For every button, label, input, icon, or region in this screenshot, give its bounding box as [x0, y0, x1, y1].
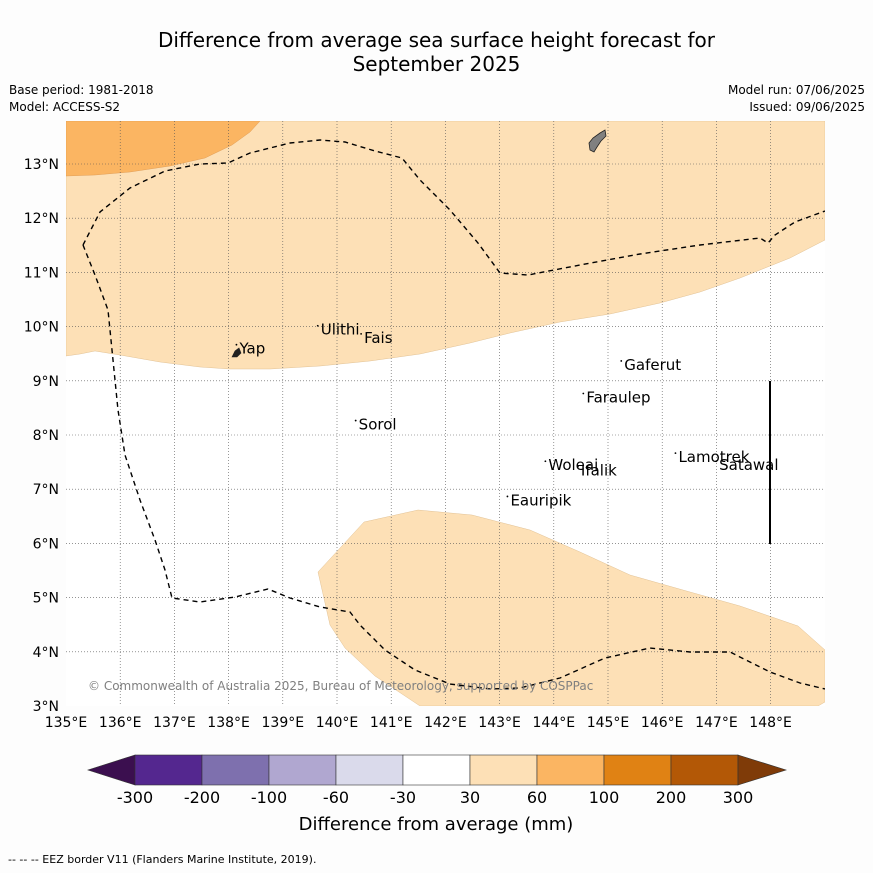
lon-tick-label: 144°E [533, 715, 576, 731]
place-marker [235, 343, 238, 346]
yap-island [231, 347, 242, 358]
lon-tick-label: 141°E [370, 715, 413, 731]
colorbar-tick-label: -200 [184, 788, 220, 807]
colorbar-tick-label: 30 [460, 788, 480, 807]
colorbar-tick-label: 300 [723, 788, 754, 807]
place-labels: Yap Ulithi Fais Sorol Gaferut Faraulep WoleaiI… [235, 321, 779, 509]
lon-tick-label: 143°E [478, 715, 521, 731]
chart-title-line1: Difference from average sea surface heig… [157, 28, 716, 52]
colorbar-segment [134, 754, 203, 786]
colorbar-tick-label: -60 [323, 788, 349, 807]
gridlines [66, 121, 825, 706]
lat-tick-label: 9°N [33, 374, 59, 390]
colorbar-arrow-high [737, 754, 788, 786]
colorbar-segment [603, 754, 672, 786]
place-label: Lamotrek [678, 448, 749, 466]
place-marker [582, 392, 585, 395]
eez-border-west [82, 244, 825, 690]
place-label: Ulithi [321, 321, 360, 339]
lat-tick-label: 7°N [33, 482, 59, 498]
place-marker [316, 324, 319, 327]
colorbar-tick-label: 60 [527, 788, 547, 807]
colorbar-segment [201, 754, 270, 786]
anomaly-region-south [317, 509, 825, 706]
lon-tick-label: 139°E [262, 715, 305, 731]
colorbar-segment [536, 754, 605, 786]
place-marker [620, 360, 623, 362]
map-figure: 135°E 136°E 137°E 138°E 139°E 140°E 141°E 142°E… [24, 121, 825, 835]
lat-tick-label: 5°N [33, 591, 59, 607]
colorbar-tick-label: 200 [656, 788, 687, 807]
colorbar-tick-label: -300 [117, 788, 153, 807]
copyright-text: © Commonwealth of Australia 2025, Bureau… [88, 679, 593, 693]
model-run-text: Model run: 07/06/2025 [727, 83, 865, 97]
lat-tick-label: 10°N [24, 320, 59, 336]
colorbar-segment [469, 754, 538, 786]
lon-tick-label: 136°E [99, 715, 142, 731]
lat-tick-label: 13°N [24, 157, 59, 173]
lon-tick-label: 138°E [207, 715, 250, 731]
lon-tick-label: 148°E [749, 715, 792, 731]
place-label: Satawal [719, 456, 778, 474]
place-marker [506, 495, 509, 498]
lat-tick-label: 3°N [33, 699, 59, 715]
place-marker [577, 465, 579, 468]
lon-tick-label: 140°E [316, 715, 359, 731]
model-text: Model: ACCESS-S2 [9, 100, 121, 114]
place-marker [360, 332, 362, 335]
lon-tick-label: 142°E [424, 715, 467, 731]
colorbar: -300 -200 -100 -60 -30 30 60 100 200 300 [87, 754, 788, 807]
lon-tick-label: 137°E [153, 715, 196, 731]
place-marker [715, 460, 718, 463]
colorbar-title: Difference from average (mm) [299, 814, 574, 835]
colorbar-arrow-low [87, 754, 136, 786]
colorbar-segment [402, 754, 471, 786]
place-label: Eauripik [510, 491, 571, 509]
colorbar-segment [670, 754, 739, 786]
anomaly-region-northwest [66, 121, 261, 177]
colorbar-segment [335, 754, 404, 786]
place-marker [354, 419, 357, 422]
lon-tick-label: 146°E [641, 715, 684, 731]
colorbar-tick-label: -100 [251, 788, 287, 807]
lat-tick-label: 11°N [24, 265, 59, 281]
place-label: Ifalik [581, 462, 617, 480]
place-label: Yap [238, 340, 265, 358]
place-marker [674, 452, 677, 454]
base-period-text: Base period: 1981-2018 [9, 83, 154, 97]
lon-tick-label: 147°E [695, 715, 738, 731]
colorbar-segment [268, 754, 337, 786]
place-label: Gaferut [624, 356, 681, 374]
lon-tick-label: 135°E [45, 715, 88, 731]
lat-tick-label: 4°N [33, 645, 59, 661]
lon-tick-label: 145°E [587, 715, 630, 731]
place-label: Sorol [359, 416, 397, 434]
place-marker [544, 460, 547, 463]
colorbar-tick-label: -30 [390, 788, 416, 807]
lat-tick-label: 6°N [33, 536, 59, 552]
axis-tick-labels: 135°E 136°E 137°E 138°E 139°E 140°E 141°E 142°E… [24, 157, 792, 731]
lat-tick-label: 12°N [24, 211, 59, 227]
guam-island [588, 129, 607, 153]
lat-tick-label: 8°N [33, 428, 59, 444]
map-plot-area [66, 121, 825, 706]
place-label: Woleai [548, 456, 598, 474]
place-label: Fais [364, 329, 393, 347]
issued-text: Issued: 09/06/2025 [749, 100, 865, 114]
colorbar-tick-label: 100 [589, 788, 620, 807]
place-label: Faraulep [586, 388, 650, 406]
eez-footnote: -- -- -- EEZ border V11 (Flanders Marine… [8, 853, 317, 866]
chart-title-line2: September 2025 [352, 52, 521, 76]
